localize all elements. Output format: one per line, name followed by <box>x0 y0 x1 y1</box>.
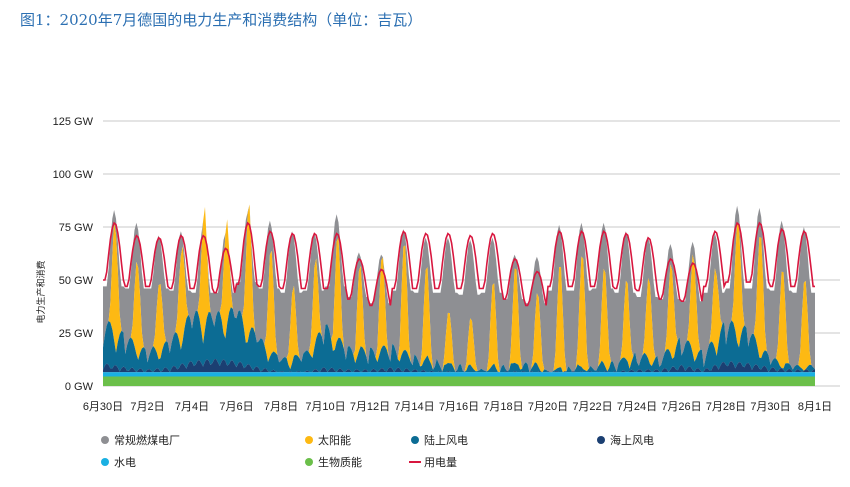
x-tick-label: 7月28日 <box>706 401 746 413</box>
y-axis-ticks: 0 GW 25 GW 50 GW 75 GW 100 GW 125 GW <box>53 116 94 393</box>
legend-label: 海上风电 <box>610 433 654 447</box>
legend-swatch <box>305 436 313 444</box>
x-tick-label: 7月10日 <box>305 401 345 413</box>
legend-swatch <box>597 436 605 444</box>
legend-label: 常规燃煤电厂 <box>114 433 180 447</box>
x-tick-label: 7月6日 <box>219 401 253 413</box>
x-tick-label: 7月26日 <box>661 401 701 413</box>
area-hydro <box>103 372 815 377</box>
legend-label: 陆上风电 <box>424 433 468 447</box>
x-tick-label: 7月24日 <box>617 401 657 413</box>
y-tick-label: 100 GW <box>53 169 94 181</box>
y-tick-label: 75 GW <box>59 222 94 234</box>
chart-title: 图1：2020年7月德国的电力生产和消费结构（单位：吉瓦） <box>20 11 423 29</box>
area-offshore-wind <box>103 359 815 373</box>
x-axis-ticks: 6月30日 7月2日 7月4日 7月6日 7月8日 7月10日 7月12日 7月14日 7月16… <box>83 401 832 413</box>
x-tick-label: 7月2日 <box>130 401 164 413</box>
legend-label: 水电 <box>114 456 136 469</box>
legend-label: 太阳能 <box>318 433 351 447</box>
x-tick-label: 7月20日 <box>528 401 568 413</box>
y-axis-label: 电力生产和消费 <box>35 260 47 323</box>
legend-swatch <box>305 458 313 466</box>
x-tick-label: 7月14日 <box>394 401 434 413</box>
line-consumption <box>103 221 815 307</box>
legend-swatch <box>101 436 109 444</box>
x-tick-label: 7月16日 <box>439 401 479 413</box>
x-tick-label: 6月30日 <box>83 401 123 413</box>
y-tick-label: 25 GW <box>59 328 94 340</box>
area-coal <box>103 204 815 373</box>
y-tick-label: 125 GW <box>53 116 94 128</box>
legend-label: 生物质能 <box>318 455 362 469</box>
legend-swatch <box>101 458 109 466</box>
plot-areas <box>103 204 815 386</box>
x-tick-label: 7月30日 <box>750 401 790 413</box>
area-onshore-wind <box>103 307 815 373</box>
area-solar <box>103 204 815 373</box>
legend-label: 用电量 <box>424 456 457 469</box>
y-tick-label: 50 GW <box>59 275 94 287</box>
legend-swatch <box>411 436 419 444</box>
x-tick-label: 7月12日 <box>350 401 390 413</box>
x-tick-label: 7月22日 <box>572 401 612 413</box>
x-tick-label: 7月18日 <box>483 401 523 413</box>
y-tick-label: 0 GW <box>65 381 94 393</box>
x-tick-label: 8月1日 <box>798 401 832 413</box>
x-tick-label: 7月4日 <box>175 401 209 413</box>
x-tick-label: 7月8日 <box>264 401 298 413</box>
area-biomass <box>103 376 815 386</box>
